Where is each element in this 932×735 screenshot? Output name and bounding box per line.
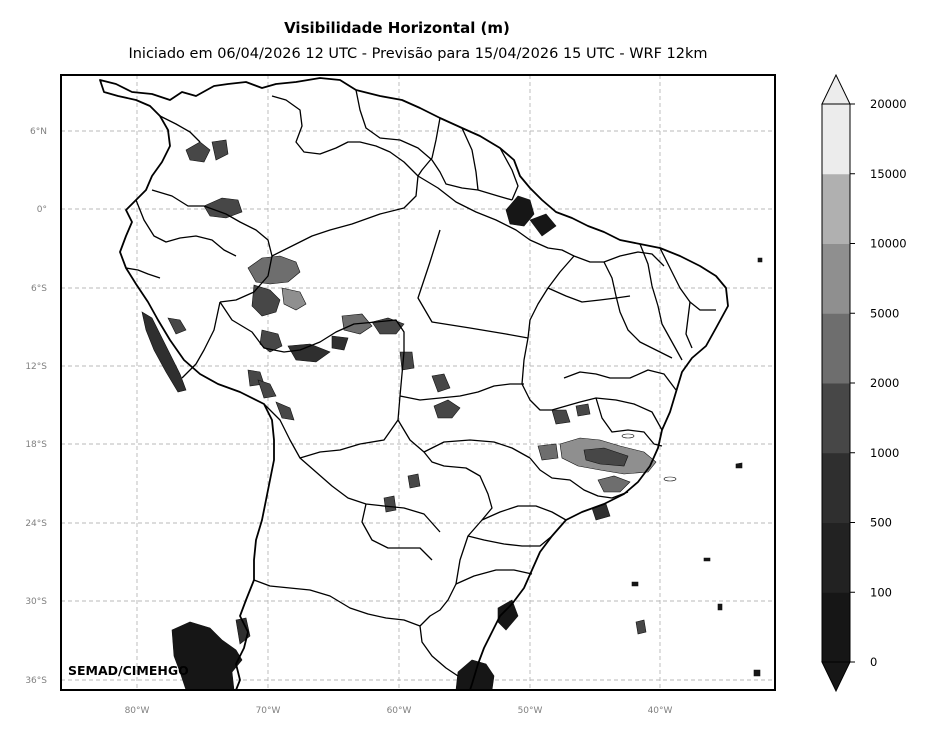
colorbar-tick-label: 5000 — [870, 306, 899, 320]
colorbar-tick-label: 1000 — [870, 446, 899, 460]
brazil-border-north — [151, 189, 273, 303]
colorbar: 0 100 500 1000 2000 5000 10000 15000 20000 — [821, 73, 907, 693]
lat-label: 6°N — [30, 127, 47, 137]
continent-coastline — [99, 77, 729, 691]
lon-label: 60°W — [387, 706, 412, 716]
map-background — [61, 75, 775, 690]
figure-subtitle: Iniciado em 06/04/2026 12 UTC - Previsão… — [128, 46, 707, 62]
colorbar-extend-max — [821, 73, 851, 105]
credit-label: SEMAD/CIMEHGO — [68, 663, 189, 678]
colorbar-tick-label: 2000 — [870, 376, 899, 390]
colorbar-tick-label: 10000 — [870, 237, 907, 251]
colorbar-segment — [822, 452, 850, 523]
colorbar-segment — [822, 383, 850, 454]
map-panel — [60, 74, 776, 691]
colorbar-tick-label: 0 — [870, 655, 877, 669]
lat-label: 0° — [37, 205, 47, 215]
colorbar-tick-label: 500 — [870, 516, 892, 530]
lat-label: 18°S — [25, 440, 47, 450]
lon-label: 80°W — [125, 706, 150, 716]
map-frame — [60, 74, 776, 691]
latitude-labels: 6°N 0° 6°S 12°S 18°S 24°S 30°S 36°S — [25, 127, 47, 686]
visibility-contours — [141, 139, 763, 691]
lon-label: 70°W — [256, 706, 281, 716]
figure-title: Visibilidade Horizontal (m) — [284, 19, 510, 37]
colorbar-segment — [822, 313, 850, 384]
lat-label: 36°S — [25, 676, 47, 686]
gridlines — [61, 75, 775, 690]
colorbar-extend-min — [821, 661, 851, 693]
colorbar-segment — [822, 522, 850, 593]
lat-label: 30°S — [25, 597, 47, 607]
colorbar-segment — [822, 104, 850, 175]
colorbar-tick-label: 15000 — [870, 167, 907, 181]
colorbar-tick-label: 20000 — [870, 97, 907, 111]
lon-label: 40°W — [648, 706, 673, 716]
colorbar-segment — [822, 243, 850, 314]
colorbar-tick-label: 100 — [870, 585, 892, 599]
colorbar-segment — [822, 592, 850, 663]
longitude-labels: 80°W 70°W 60°W 50°W 40°W — [125, 706, 673, 716]
colorbar-segment — [822, 173, 850, 244]
lat-label: 12°S — [25, 362, 47, 372]
lon-label: 50°W — [518, 706, 543, 716]
map-borders — [99, 77, 729, 691]
lat-label: 24°S — [25, 519, 47, 529]
lat-label: 6°S — [31, 284, 47, 294]
brazil-border-west — [219, 301, 493, 677]
